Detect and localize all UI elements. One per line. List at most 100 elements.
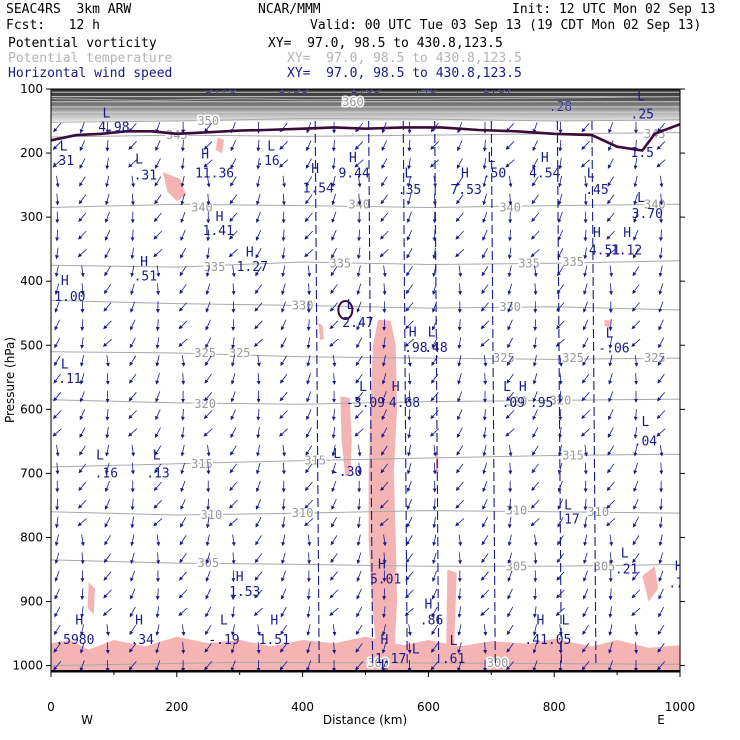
- extrema-label: .95: [530, 396, 553, 411]
- wind-vector: [606, 249, 616, 258]
- theta-contour-360: [51, 96, 680, 102]
- wind-vector: [255, 517, 262, 528]
- wind-vector: [355, 624, 363, 636]
- wind-vector: [78, 230, 87, 240]
- theta-contour-310: [51, 510, 680, 516]
- y-tick-label: 1000: [12, 659, 43, 673]
- wind-vector: [507, 247, 512, 260]
- wind-vector: [307, 552, 312, 565]
- wind-vector: [230, 355, 235, 367]
- wind-vector: [608, 391, 614, 403]
- wind-vector: [582, 588, 589, 600]
- wind-vector: [279, 159, 289, 168]
- wind-vector: [556, 571, 565, 581]
- wind-vector: [355, 661, 364, 671]
- wind-vector: [532, 427, 539, 438]
- wind-vector: [456, 445, 464, 456]
- wind-vector: [658, 301, 664, 313]
- wind-vector: [105, 373, 110, 385]
- wind-vector: [154, 194, 162, 205]
- wind-vector: [382, 588, 387, 601]
- wind-vector: [306, 337, 311, 349]
- wind-vector: [105, 462, 110, 475]
- extrema-label: 1.51: [259, 633, 290, 648]
- wind-vector: [105, 444, 110, 457]
- wind-vector: [178, 320, 188, 330]
- wind-vector: [431, 606, 438, 618]
- wind-vector: [354, 428, 364, 437]
- wind-vector: [507, 606, 514, 618]
- wind-vector: [583, 462, 588, 475]
- wind-vector: [254, 553, 263, 564]
- wind-vector: [79, 427, 86, 438]
- wind-vector: [608, 588, 613, 601]
- wind-vector: [583, 265, 588, 278]
- wind-vector: [53, 661, 62, 671]
- wind-vector: [307, 534, 312, 547]
- wind-vector: [482, 229, 488, 241]
- wind-vector: [304, 481, 313, 492]
- extrema-label: H: [349, 151, 357, 166]
- extrema-label: 7.53: [450, 183, 481, 198]
- wind-vector: [508, 175, 513, 188]
- wind-vector: [634, 373, 639, 385]
- theta-label: 335: [518, 256, 540, 270]
- wind-vector: [432, 229, 437, 242]
- wind-vector: [256, 373, 261, 385]
- wind-vector: [204, 122, 213, 133]
- wind-vector: [203, 141, 213, 150]
- extrema-label: 4.51: [589, 243, 620, 258]
- wind-vector: [205, 570, 211, 582]
- wind-vector: [53, 373, 61, 384]
- wind-vector: [280, 319, 287, 331]
- wind-vector: [482, 247, 488, 259]
- extrema-label: L: [637, 191, 645, 206]
- wind-vector: [281, 193, 286, 206]
- theta-label: 335: [562, 255, 584, 269]
- extrema-label: L: [412, 643, 420, 658]
- wind-vector: [53, 392, 62, 402]
- wind-vector: [306, 642, 311, 654]
- wind-vector: [180, 175, 185, 188]
- theta-label: 305: [594, 559, 616, 573]
- wind-vector: [78, 499, 87, 509]
- wind-vector: [305, 194, 313, 205]
- wind-vector: [558, 157, 563, 170]
- pv-region: [642, 566, 658, 602]
- wind-vector: [583, 175, 588, 188]
- x-tick-label: 800: [543, 700, 566, 714]
- wind-vector: [533, 337, 537, 349]
- wind-vector: [55, 462, 60, 475]
- wind-vector: [280, 355, 287, 366]
- wind-vector: [79, 660, 85, 672]
- theta-label: 300: [487, 656, 509, 670]
- wind-vector: [128, 392, 137, 402]
- wind-vector: [457, 624, 462, 636]
- wind-vector: [432, 498, 437, 511]
- wind-vector: [282, 175, 287, 188]
- extrema-label: L: [587, 167, 595, 182]
- extrema-label: H: [409, 325, 417, 340]
- wind-vector: [609, 265, 614, 278]
- extrema-label: .33: [371, 671, 394, 686]
- wind-vector: [506, 624, 514, 636]
- wind-vector: [608, 660, 614, 672]
- wind-vector: [356, 283, 362, 295]
- wind-vector: [507, 301, 513, 313]
- wind-vector: [130, 319, 136, 331]
- wind-vector: [381, 660, 387, 672]
- wind-vector: [482, 462, 487, 475]
- wind-vector: [455, 518, 465, 527]
- pv-region: [446, 569, 457, 666]
- extrema-label: H: [201, 147, 209, 162]
- extrema-label: L: [428, 325, 436, 340]
- extrema-label: .11: [58, 372, 81, 387]
- wind-vector: [457, 660, 463, 672]
- wind-vector: [583, 534, 588, 547]
- wind-vector: [254, 571, 263, 581]
- wind-vector: [230, 176, 237, 187]
- wind-vector: [532, 642, 538, 654]
- wind-vector: [658, 570, 664, 582]
- wind-vector: [432, 552, 437, 565]
- wind-vector: [557, 211, 563, 224]
